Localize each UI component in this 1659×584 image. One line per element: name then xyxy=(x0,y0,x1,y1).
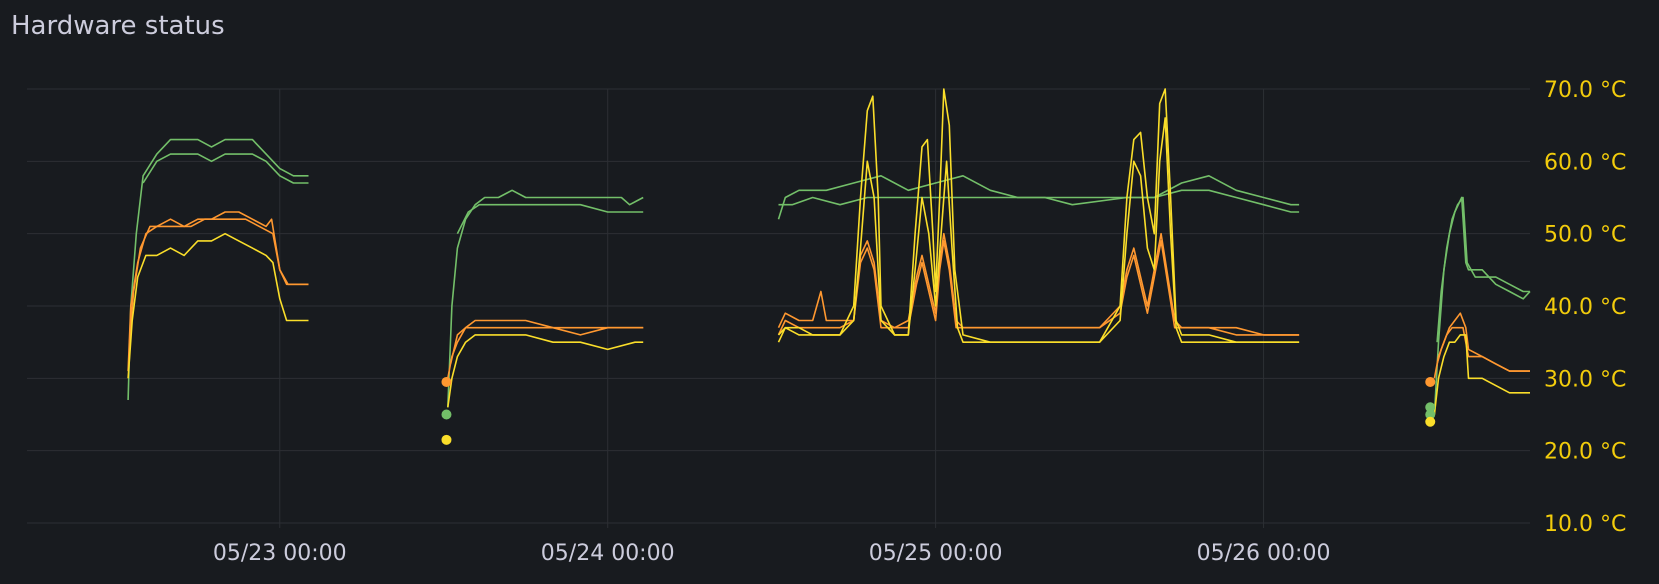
series-line-2 xyxy=(447,319,644,379)
series-line-3 xyxy=(1436,326,1530,372)
series-line-1 xyxy=(778,189,1300,213)
series-line-1 xyxy=(456,203,644,235)
series-line-4 xyxy=(447,334,644,408)
series-line-2 xyxy=(777,232,1300,336)
y-tick-label: 50.0 °C xyxy=(1544,223,1626,248)
data-point xyxy=(1425,376,1436,387)
series-line-0 xyxy=(447,189,644,408)
y-tick-label: 40.0 °C xyxy=(1544,295,1626,320)
series-line-1 xyxy=(142,153,309,184)
data-point xyxy=(1425,402,1436,413)
y-tick-label: 20.0 °C xyxy=(1544,440,1626,465)
x-tick-label: 05/23 00:00 xyxy=(213,541,347,566)
data-point xyxy=(441,376,452,387)
y-tick-label: 60.0 °C xyxy=(1544,150,1626,175)
panel-title[interactable]: Hardware status xyxy=(11,11,225,41)
x-tick-label: 05/24 00:00 xyxy=(541,541,675,566)
series-line-3 xyxy=(449,326,644,365)
data-point xyxy=(1425,416,1436,427)
x-tick-label: 05/26 00:00 xyxy=(1197,541,1331,566)
series-line-3 xyxy=(128,218,309,343)
y-tick-label: 10.0 °C xyxy=(1544,512,1626,537)
series-line-4 xyxy=(1433,334,1530,415)
series-line-1 xyxy=(1436,196,1531,343)
series-line-4 xyxy=(777,88,1300,344)
series-line-2 xyxy=(127,211,309,372)
y-tick-label: 70.0 °C xyxy=(1544,78,1626,103)
data-point xyxy=(441,434,452,445)
data-point xyxy=(1425,409,1436,420)
y-tick-label: 30.0 °C xyxy=(1544,367,1626,392)
data-point xyxy=(441,409,452,420)
series-line-5 xyxy=(777,117,1300,344)
series-line-4 xyxy=(127,232,309,379)
x-tick-label: 05/25 00:00 xyxy=(869,541,1003,566)
series-line-0 xyxy=(127,138,309,401)
